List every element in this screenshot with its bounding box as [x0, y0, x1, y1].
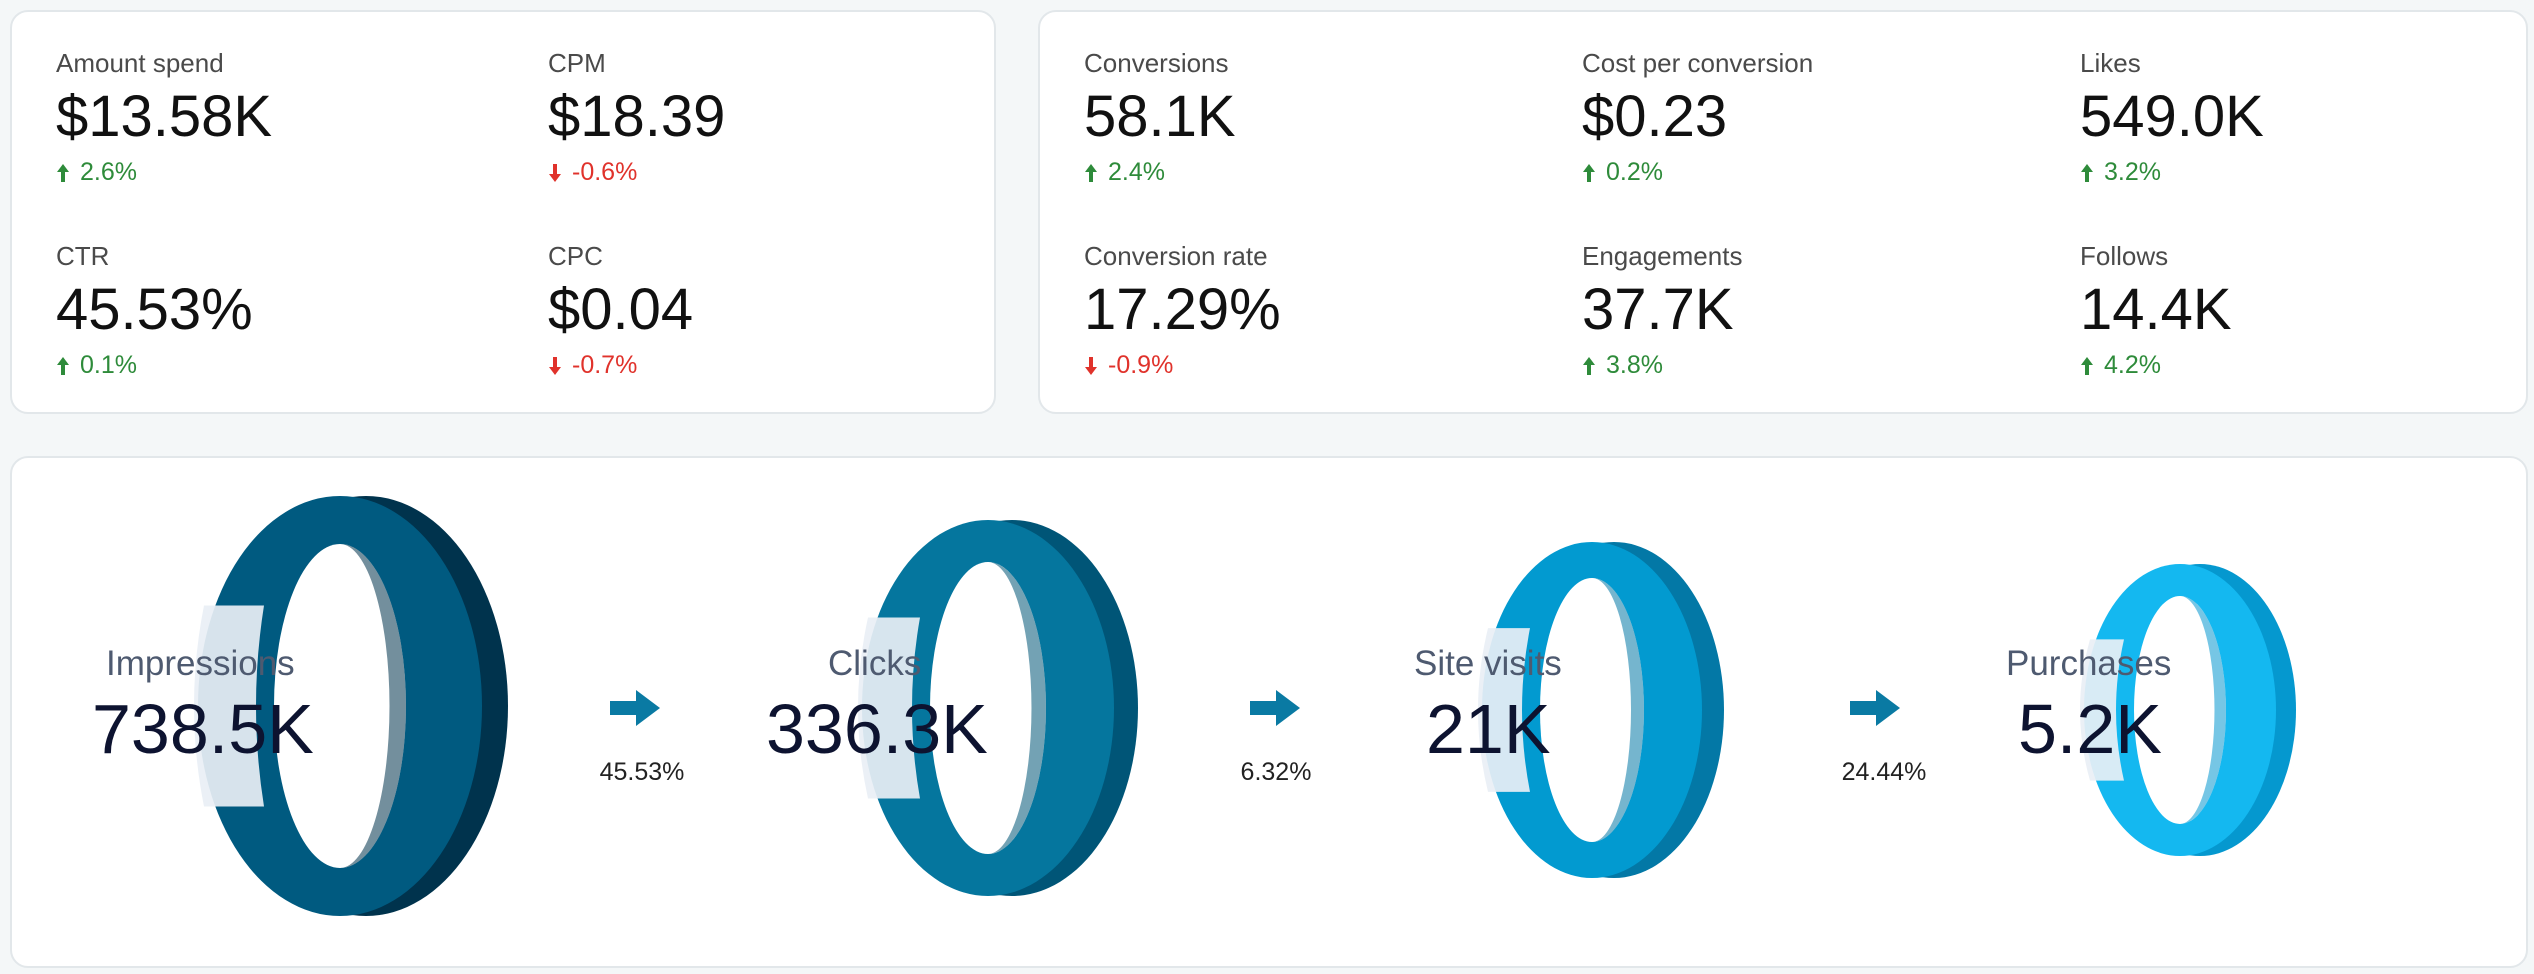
arrow-up-icon [1085, 163, 1097, 182]
kpi-value: $0.04 [548, 277, 694, 342]
kpi-delta: -0.7% [548, 353, 693, 378]
kpi-value: 17.29% [1084, 277, 1281, 342]
kpi-delta-value: 2.4% [1108, 158, 1165, 186]
arrow-down-icon [549, 356, 561, 375]
kpi-cpm: CPM $18.39 -0.6% [548, 50, 725, 185]
stage-label-impressions: Impressions [106, 644, 295, 683]
kpi-cpc: CPC $0.04 -0.7% [548, 243, 693, 378]
kpi-delta: 2.6% [56, 160, 272, 185]
kpi-value: $13.58K [56, 84, 273, 149]
arrow-up-icon [2081, 163, 2093, 182]
kpi-delta: 0.2% [1582, 160, 1813, 185]
arrow-up-icon [1583, 163, 1595, 182]
kpi-label: CPC [548, 241, 603, 271]
arrow-up-icon [2081, 356, 2093, 375]
stage-value-clicks: 336.3K [766, 690, 988, 768]
kpi-likes: Likes 549.0K 3.2% [2080, 50, 2264, 185]
kpi-value: 45.53% [56, 277, 253, 342]
funnel-ring-1 [194, 496, 508, 916]
conversion-rate-clicks-visits: 6.32% [1240, 758, 1312, 786]
kpi-delta: 3.8% [1582, 353, 1742, 378]
kpi-delta-value: 3.2% [2104, 158, 2161, 186]
kpi-delta: 4.2% [2080, 353, 2232, 378]
arrow-up-icon [57, 356, 69, 375]
arrow-right-icon [610, 690, 660, 726]
kpi-label: CPM [548, 48, 606, 78]
kpi-delta-value: -0.9% [1108, 351, 1174, 379]
funnel-ring-4 [2080, 564, 2296, 856]
arrow-right-icon [1250, 690, 1300, 726]
kpi-delta: 2.4% [1084, 160, 1236, 185]
kpi-label: Cost per conversion [1582, 48, 1814, 78]
kpi-label: Follows [2080, 241, 2169, 271]
kpi-engagements: Engagements 37.7K 3.8% [1582, 243, 1742, 378]
kpi-label: Likes [2080, 48, 2141, 78]
kpi-label: Engagements [1582, 241, 1743, 271]
kpi-value: 14.4K [2080, 277, 2232, 342]
funnel-ring-2 [858, 520, 1138, 896]
stage-label-site-visits: Site visits [1414, 644, 1562, 683]
kpi-label: Conversions [1084, 48, 1229, 78]
kpi-delta: -0.6% [548, 160, 725, 185]
kpi-follows: Follows 14.4K 4.2% [2080, 243, 2232, 378]
kpi-cost-per-conversion: Cost per conversion $0.23 0.2% [1582, 50, 1813, 185]
kpi-delta-value: 2.6% [80, 158, 137, 186]
stage-value-site-visits: 21K [1426, 690, 1551, 768]
arrow-up-icon [57, 163, 69, 182]
kpi-delta-value: -0.6% [572, 158, 638, 186]
arrow-down-icon [549, 163, 561, 182]
kpi-delta-value: 4.2% [2104, 351, 2161, 379]
kpi-value: 549.0K [2080, 84, 2264, 149]
kpi-delta-value: 0.2% [1606, 158, 1663, 186]
kpi-value: $0.23 [1582, 84, 1728, 149]
kpi-delta-value: 3.8% [1606, 351, 1663, 379]
funnel-ring-3 [1478, 542, 1724, 878]
kpi-value: $18.39 [548, 84, 726, 149]
arrow-up-icon [1583, 356, 1595, 375]
kpi-delta: -0.9% [1084, 353, 1281, 378]
kpi-ctr: CTR 45.53% 0.1% [56, 243, 253, 378]
stage-label-purchases: Purchases [2006, 644, 2172, 683]
kpi-value: 58.1K [1084, 84, 1236, 149]
kpi-card-spend: Amount spend $13.58K 2.6% CPM $18.39 -0.… [10, 10, 996, 414]
kpi-card-engagement: Conversions 58.1K 2.4% Cost per conversi… [1038, 10, 2528, 414]
kpi-conversions: Conversions 58.1K 2.4% [1084, 50, 1236, 185]
kpi-delta-value: 0.1% [80, 351, 137, 379]
conversion-rate-visits-purchases: 24.44% [1841, 758, 1927, 786]
funnel-rings-graphic [194, 496, 2296, 916]
kpi-label: CTR [56, 241, 110, 271]
stage-value-impressions: 738.5K [92, 690, 314, 768]
kpi-label: Conversion rate [1084, 241, 1268, 271]
kpi-delta: 3.2% [2080, 160, 2264, 185]
arrow-down-icon [1085, 356, 1097, 375]
kpi-label: Amount spend [56, 48, 224, 78]
conversion-rate-impressions-clicks: 45.53% [599, 758, 685, 786]
conversion-funnel: Impressions 738.5K Clicks 336.3K Site vi… [10, 456, 2528, 968]
kpi-delta: 0.1% [56, 353, 253, 378]
kpi-conversion-rate: Conversion rate 17.29% -0.9% [1084, 243, 1281, 378]
kpi-amount-spend: Amount spend $13.58K 2.6% [56, 50, 272, 185]
stage-value-purchases: 5.2K [2018, 690, 2162, 768]
kpi-value: 37.7K [1582, 277, 1734, 342]
kpi-delta-value: -0.7% [572, 351, 638, 379]
arrow-right-icon [1850, 690, 1900, 726]
stage-label-clicks: Clicks [828, 644, 922, 683]
